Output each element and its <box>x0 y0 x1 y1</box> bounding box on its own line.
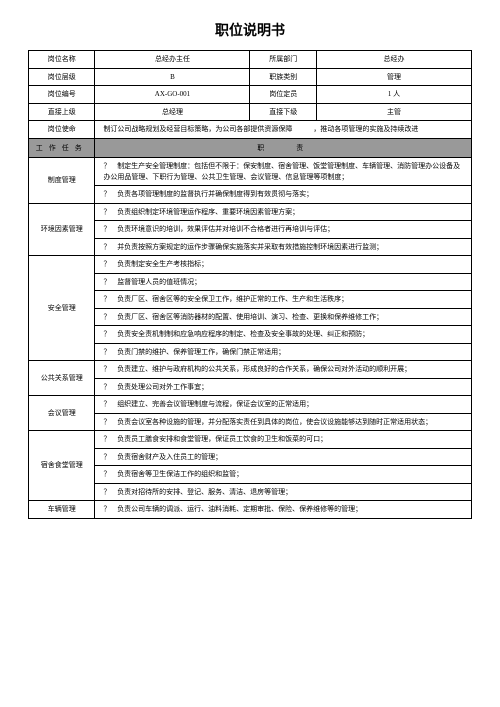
task-item: ？ 负责对招待所的安排、登记、服务、清洁、退房等管理； <box>95 483 472 501</box>
task-item: ？ 组织建立、完善会议管理制度与流程，保证会议室的正常适用； <box>95 396 472 414</box>
section-label: 安全管理 <box>29 256 95 361</box>
job-spec-table: 岗位名称 总经办主任 所属部门 总经办 岗位层级 B 职族类别 管理 岗位编号 … <box>28 50 472 519</box>
task-row: 公共关系管理？ 负责建立、维护与政府机构的公共关系，形成良好的合作关系，确保公司… <box>29 361 472 379</box>
task-item: ？ 负责宿舍财产及入住员工的管理； <box>95 448 472 466</box>
task-item: ？ 监督管理人员的值班情况； <box>95 273 472 291</box>
label-category: 职族类别 <box>250 68 316 86</box>
task-row: ？ 监督管理人员的值班情况； <box>29 273 472 291</box>
label-code: 岗位编号 <box>29 86 95 104</box>
question-mark-icon: ？ <box>103 329 115 340</box>
section-label: 会议管理 <box>29 396 95 431</box>
task-item: ？ 负责环境意识的培训，效果评估并对培训不合格者进行再培训与评估； <box>95 221 472 239</box>
section-label: 车辆管理 <box>29 501 95 519</box>
task-item: ？ 制定生产安全管理制度：包括但不限于：保安制度、宿舍管理、饭堂管理制度、车辆管… <box>95 158 472 186</box>
task-row: ？ 负责厂区、宿舍区等消防器材的配置、使用培训、演习、检查、更换和保养维修工作； <box>29 308 472 326</box>
task-row: 制度管理？ 制定生产安全管理制度：包括但不限于：保安制度、宿舍管理、饭堂管理制度… <box>29 158 472 186</box>
task-row: 会议管理？ 组织建立、完善会议管理制度与流程，保证会议室的正常适用； <box>29 396 472 414</box>
value-category: 管理 <box>316 68 471 86</box>
section-label: 公共关系管理 <box>29 361 95 396</box>
task-item: ？ 负责安全责机制制和应急响应程序的制定、检查及安全事故的处理、纠正和预防； <box>95 326 472 344</box>
value-superior: 总经理 <box>95 103 250 121</box>
question-mark-icon: ？ <box>103 417 115 428</box>
section-label: 宿舍食堂管理 <box>29 431 95 501</box>
task-header-row: 工作任务 职 责 <box>29 138 472 158</box>
task-row: 车辆管理？ 负责公司车辆的调派、运行、油料消耗、定期审批、保险、保养维修等的管理… <box>29 501 472 519</box>
value-code: AX-GO-001 <box>95 86 250 104</box>
question-mark-icon: ？ <box>103 382 115 393</box>
task-row: ？ 负责各项管理制度的监督执行并确保制度得到有效贯彻与落实； <box>29 186 472 204</box>
question-mark-icon: ？ <box>103 224 115 235</box>
header-row-5: 岗位使命 制订公司战略规划及经营目标策略，为公司各部提供资源保障 ，推动各项管理… <box>29 121 472 139</box>
task-item: ？ 负责员工膳食安排和食堂管理，保证员工饮食的卫生和饭菜的可口； <box>95 431 472 449</box>
task-item: ？ 负责厂区、宿舍区等消防器材的配置、使用培训、演习、检查、更换和保养维修工作； <box>95 308 472 326</box>
task-row: ？ 负责安全责机制制和应急响应程序的制定、检查及安全事故的处理、纠正和预防； <box>29 326 472 344</box>
header-row-1: 岗位名称 总经办主任 所属部门 总经办 <box>29 51 472 69</box>
question-mark-icon: ？ <box>103 161 115 172</box>
task-row: ？ 负责厂区、宿舍区等的安全保卫工作，维护正常的工作、生产和生活秩序； <box>29 291 472 309</box>
question-mark-icon: ？ <box>103 347 115 358</box>
value-subordinate: 主管 <box>316 103 471 121</box>
question-mark-icon: ？ <box>103 364 115 375</box>
task-header-cell: 职 责 <box>95 138 472 158</box>
task-item: ？ 负责门禁的维护、保养管理工作，确保门禁正常适用； <box>95 343 472 361</box>
value-headcount: 1 人 <box>316 86 471 104</box>
task-row: 宿舍食堂管理？ 负责员工膳食安排和食堂管理，保证员工饮食的卫生和饭菜的可口； <box>29 431 472 449</box>
label-subordinate: 直接下级 <box>250 103 316 121</box>
label-department: 所属部门 <box>250 51 316 69</box>
task-item: ？ 负责建立、维护与政府机构的公共关系，形成良好的合作关系，确保公司对外活动的顺… <box>95 361 472 379</box>
question-mark-icon: ？ <box>103 242 115 253</box>
question-mark-icon: ？ <box>103 294 115 305</box>
task-item: ？ 负责组织制定环境管理运作程序、重要环境因素管理方案； <box>95 203 472 221</box>
question-mark-icon: ？ <box>103 189 115 200</box>
task-row: ？ 并负责按照方案规定的运作步骤确保实施落实并采取有效措施控制环境因素进行监测； <box>29 238 472 256</box>
task-item: ？ 负责公司车辆的调派、运行、油料消耗、定期审批、保险、保养维修等的管理； <box>95 501 472 519</box>
section-label: 制度管理 <box>29 158 95 204</box>
task-item: ？ 负责宿舍等卫生保洁工作的组织和监管； <box>95 466 472 484</box>
task-row: ？ 负责宿舍财产及入住员工的管理； <box>29 448 472 466</box>
task-item: ？ 负责厂区、宿舍区等的安全保卫工作，维护正常的工作、生产和生活秩序； <box>95 291 472 309</box>
task-label-cell: 工作任务 <box>29 138 95 158</box>
header-row-3: 岗位编号 AX-GO-001 岗位定员 1 人 <box>29 86 472 104</box>
document-title: 职位说明书 <box>28 20 472 40</box>
question-mark-icon: ？ <box>103 487 115 498</box>
section-label: 环境因素管理 <box>29 203 95 256</box>
task-row: 安全管理？ 负责制定安全生产考核指标； <box>29 256 472 274</box>
question-mark-icon: ？ <box>103 469 115 480</box>
task-row: ？ 负责宿舍等卫生保洁工作的组织和监管； <box>29 466 472 484</box>
value-position-name: 总经办主任 <box>95 51 250 69</box>
question-mark-icon: ？ <box>103 312 115 323</box>
label-position-name: 岗位名称 <box>29 51 95 69</box>
task-row: 环境因素管理？ 负责组织制定环境管理运作程序、重要环境因素管理方案； <box>29 203 472 221</box>
label-level: 岗位层级 <box>29 68 95 86</box>
question-mark-icon: ？ <box>103 277 115 288</box>
task-row: ？ 负责对招待所的安排、登记、服务、清洁、退房等管理； <box>29 483 472 501</box>
task-row: ？ 负责门禁的维护、保养管理工作，确保门禁正常适用； <box>29 343 472 361</box>
task-row: ？ 负责环境意识的培训，效果评估并对培训不合格者进行再培训与评估； <box>29 221 472 239</box>
header-row-4: 直接上级 总经理 直接下级 主管 <box>29 103 472 121</box>
task-item: ？ 并负责按照方案规定的运作步骤确保实施落实并采取有效措施控制环境因素进行监测； <box>95 238 472 256</box>
label-mission: 岗位使命 <box>29 121 95 139</box>
label-superior: 直接上级 <box>29 103 95 121</box>
task-item: ？ 负责处理公司对外工作事宜； <box>95 378 472 396</box>
question-mark-icon: ？ <box>103 504 115 515</box>
question-mark-icon: ？ <box>103 434 115 445</box>
value-department: 总经办 <box>316 51 471 69</box>
task-item: ？ 负责会议室各种设施的管理，并分配落实责任到具体的岗位，使会议设施能够达到随时… <box>95 413 472 431</box>
question-mark-icon: ？ <box>103 452 115 463</box>
label-headcount: 岗位定员 <box>250 86 316 104</box>
header-row-2: 岗位层级 B 职族类别 管理 <box>29 68 472 86</box>
task-row: ？ 负责会议室各种设施的管理，并分配落实责任到具体的岗位，使会议设施能够达到随时… <box>29 413 472 431</box>
task-row: ？ 负责处理公司对外工作事宜； <box>29 378 472 396</box>
question-mark-icon: ？ <box>103 207 115 218</box>
task-item: ？ 负责各项管理制度的监督执行并确保制度得到有效贯彻与落实； <box>95 186 472 204</box>
task-item: ？ 负责制定安全生产考核指标； <box>95 256 472 274</box>
value-level: B <box>95 68 250 86</box>
question-mark-icon: ？ <box>103 399 115 410</box>
question-mark-icon: ？ <box>103 259 115 270</box>
value-mission: 制订公司战略规划及经营目标策略，为公司各部提供资源保障 ，推动各项管理的实施及持… <box>95 121 472 139</box>
